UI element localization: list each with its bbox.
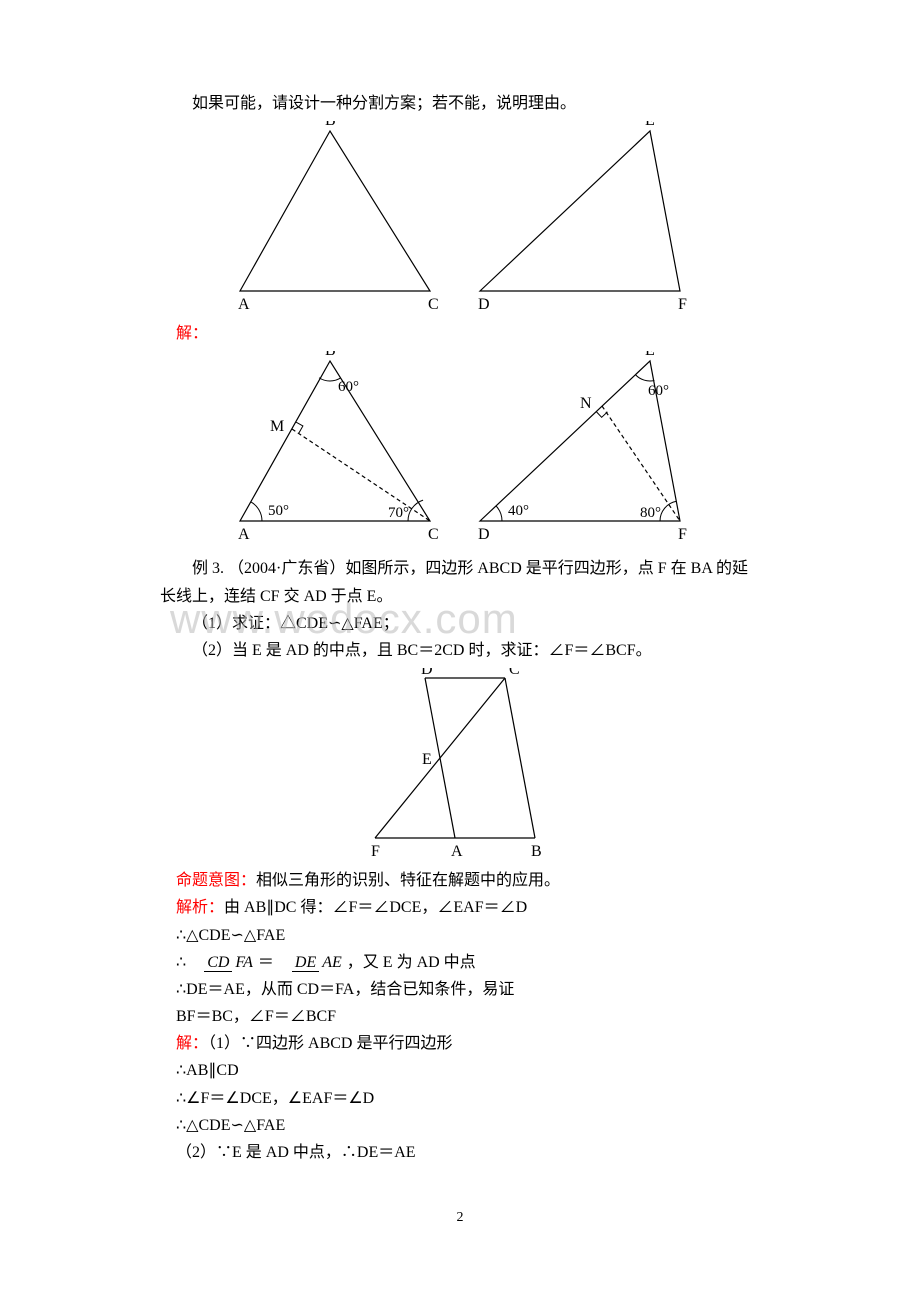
ex3-2: （2）当 E 是 AD 的中点，且 BC＝2CD 时，求证：∠F＝∠BCF。 <box>160 637 760 664</box>
svg-text:D: D <box>478 296 490 313</box>
p3: ∴DE＝AE，从而 CD＝FA，结合已知条件，易证 <box>160 976 760 1003</box>
svg-text:50°: 50° <box>268 503 289 519</box>
jie2-line: 解：（1）∵四边形 ABCD 是平行四边形 <box>160 1030 760 1057</box>
frac1-den: FA <box>232 954 255 971</box>
example3-block: www.wodocx.com 例 3. （2004·广东省）如图所示，四边形 A… <box>160 555 760 664</box>
svg-text:60°: 60° <box>648 383 669 399</box>
svg-text:F: F <box>678 296 687 313</box>
label-jie: 解： <box>160 320 760 347</box>
frac-2: DEAE <box>276 954 345 972</box>
svg-text:C: C <box>428 296 439 313</box>
jie-text: 解： <box>176 325 208 342</box>
svg-text:40°: 40° <box>508 503 529 519</box>
triangle-abc: A B C <box>220 121 450 316</box>
svg-text:C: C <box>509 668 520 678</box>
p2: ∴CDFA＝DEAE，又 E 为 AD 中点 <box>160 949 760 976</box>
svg-text:60°: 60° <box>338 379 359 395</box>
svg-text:A: A <box>238 296 250 313</box>
line-intro: 如果可能，请设计一种分割方案；若不能，说明理由。 <box>160 90 760 117</box>
frac2-num: DE <box>292 954 319 972</box>
triangle-def-angles: D E F N 40° 60° 80° <box>460 351 700 551</box>
page: 如果可能，请设计一种分割方案；若不能，说明理由。 A B C D E F 解： … <box>0 0 920 1270</box>
svg-text:A: A <box>451 843 463 860</box>
mtyt-text: 相似三角形的识别、特征在解题中的应用。 <box>256 872 560 889</box>
svg-text:70°: 70° <box>388 505 409 521</box>
svg-text:F: F <box>678 526 687 543</box>
svg-text:B: B <box>325 121 336 129</box>
svg-text:B: B <box>325 351 336 359</box>
frac1-num: CD <box>204 954 232 972</box>
jx-line: 解析：由 AB∥DC 得：∠F＝∠DCE，∠EAF＝∠D <box>160 894 760 921</box>
mtyt-label: 命题意图： <box>176 872 256 889</box>
figure-2: A B C M 50° 60° 70° D E F N 40° 60° 80° <box>160 351 760 551</box>
svg-text:C: C <box>428 526 439 543</box>
svg-text:80°: 80° <box>640 505 661 521</box>
figure-1: A B C D E F <box>160 121 760 316</box>
p1: ∴△CDE∽△FAE <box>160 922 760 949</box>
svg-text:D: D <box>421 668 433 678</box>
svg-text:D: D <box>478 526 490 543</box>
p6: ∴∠F＝∠DCE，∠EAF＝∠D <box>160 1085 760 1112</box>
p2-post: ，又 E 为 AD 中点 <box>347 954 476 971</box>
svg-text:N: N <box>580 395 592 412</box>
p8: （2）∵E 是 AD 中点，∴DE＝AE <box>160 1139 760 1166</box>
p7: ∴△CDE∽△FAE <box>160 1112 760 1139</box>
p4: BF＝BC，∠F＝∠BCF <box>160 1003 760 1030</box>
jie2-text: （1）∵四边形 ABCD 是平行四边形 <box>208 1035 452 1052</box>
frac2-den: AE <box>319 954 345 971</box>
figure-3: D C E F A B <box>160 668 760 863</box>
jie2-label: 解： <box>176 1035 208 1052</box>
mtyt-line: 命题意图：相似三角形的识别、特征在解题中的应用。 <box>160 867 760 894</box>
svg-text:B: B <box>531 843 542 860</box>
ex3-1: （1）求证：△CDE∽△FAE； <box>160 610 760 637</box>
svg-text:E: E <box>645 121 655 129</box>
page-number: 2 <box>160 1206 760 1230</box>
svg-text:E: E <box>422 751 432 768</box>
triangle-abc-angles: A B C M 50° 60° 70° <box>220 351 450 551</box>
triangle-def: D E F <box>460 121 700 316</box>
p2-mid: ＝ <box>258 954 274 971</box>
svg-text:M: M <box>270 418 284 435</box>
frac-1: CDFA <box>188 954 256 972</box>
jx-label: 解析： <box>176 899 224 916</box>
svg-text:A: A <box>238 526 250 543</box>
svg-text:E: E <box>645 351 655 359</box>
parallelogram-figure: D C E F A B <box>355 668 565 863</box>
svg-text:F: F <box>371 843 380 860</box>
p5: ∴AB∥CD <box>160 1057 760 1084</box>
p2-pre: ∴ <box>176 954 186 971</box>
jx-text: 由 AB∥DC 得：∠F＝∠DCE，∠EAF＝∠D <box>224 899 527 916</box>
ex3-text: 例 3. （2004·广东省）如图所示，四边形 ABCD 是平行四边形，点 F … <box>160 555 760 609</box>
